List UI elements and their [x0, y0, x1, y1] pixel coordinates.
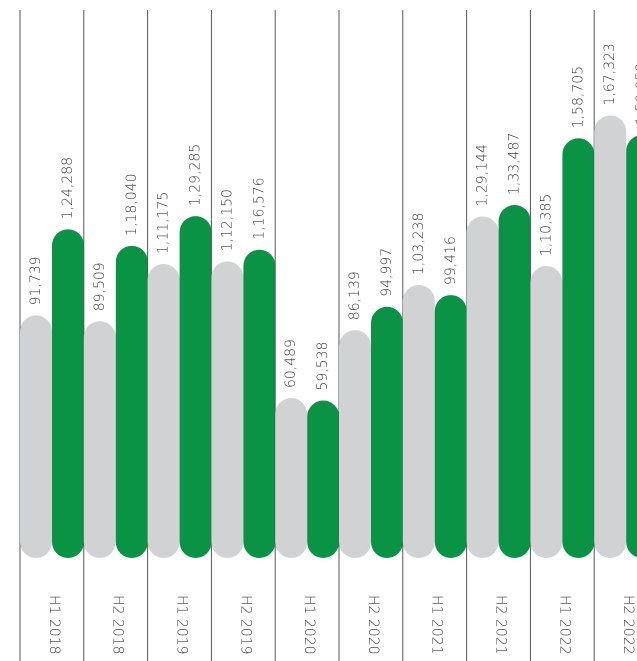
value-label: 1,24,288	[60, 157, 76, 219]
bar	[275, 398, 308, 558]
bar	[179, 216, 212, 559]
bar	[434, 295, 467, 558]
value-label: 86,139	[347, 271, 363, 320]
x-tick-label: H1 2018	[46, 595, 62, 655]
bar	[20, 315, 52, 558]
value-label: 1,33,487	[507, 133, 523, 195]
bar	[52, 229, 84, 558]
value-label: 1,67,323	[602, 43, 618, 105]
x-tick-label: H2 2019	[237, 595, 253, 655]
value-label: 94,997	[379, 248, 395, 297]
bar	[594, 115, 627, 559]
value-label: 1,16,576	[251, 177, 267, 239]
value-label: 89,509	[92, 262, 108, 311]
bar	[243, 249, 276, 558]
value-label: 60,489	[283, 339, 299, 388]
bar	[402, 284, 435, 558]
x-tick-label: H2 2018	[110, 595, 126, 655]
bar	[339, 330, 371, 558]
value-label: 91,739	[28, 256, 44, 305]
value-label: 1,18,040	[124, 173, 140, 235]
x-tick-label: H1 2022	[556, 595, 572, 655]
bar	[147, 263, 180, 558]
value-label: 1,11,175	[156, 192, 172, 254]
x-tick-label: H2 2022	[620, 595, 636, 655]
bar	[626, 135, 637, 558]
value-label: 1,12,150	[219, 189, 235, 251]
value-label: 1,03,238	[411, 213, 427, 275]
bar	[83, 321, 116, 558]
bar	[115, 245, 148, 558]
bar	[562, 138, 595, 558]
value-label: 99,416	[443, 236, 459, 285]
bar	[530, 266, 563, 558]
x-tick-label: H1 2020	[301, 595, 317, 655]
x-tick-label: H1 2021	[429, 595, 445, 655]
x-tick-label: H2 2020	[365, 595, 381, 655]
bar	[466, 216, 499, 558]
value-label: 1,29,285	[188, 144, 204, 206]
bar	[211, 261, 244, 558]
bar	[371, 306, 403, 558]
value-label: 1,29,144	[475, 144, 491, 206]
bar	[307, 400, 340, 558]
bar	[498, 204, 531, 558]
value-label: 1,10,385	[538, 194, 554, 256]
value-label: 59,538	[315, 342, 331, 391]
value-label: 1,58,705	[570, 66, 586, 128]
x-tick-label: H2 2021	[493, 595, 509, 655]
x-tick-label: H1 2019	[174, 595, 190, 655]
value-label: 1,59,953	[634, 63, 637, 125]
